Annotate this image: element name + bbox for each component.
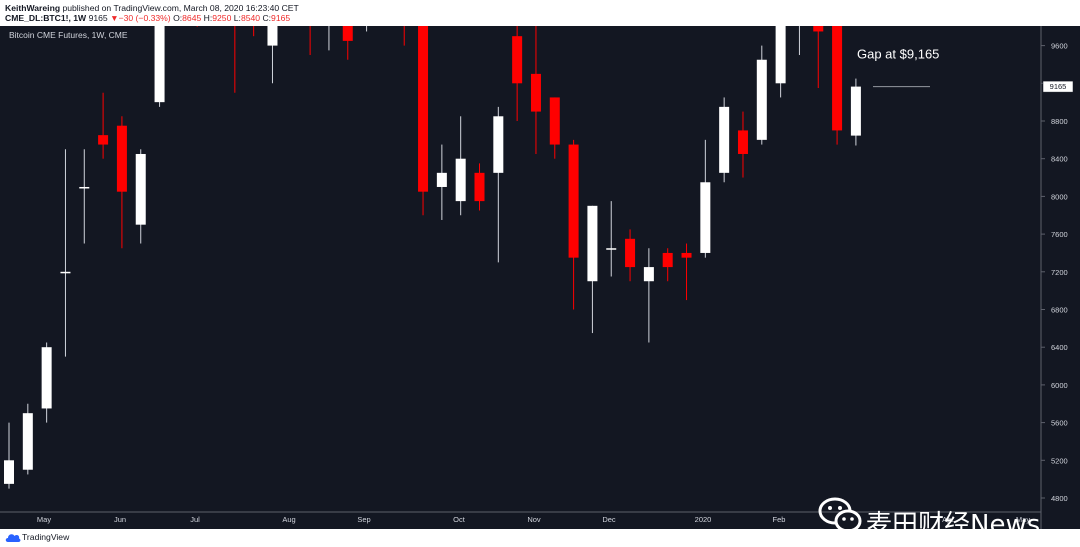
last-price-tag: 9165 bbox=[1042, 80, 1074, 93]
candle-up[interactable] bbox=[850, 86, 861, 136]
publish-line: KeithWareing published on TradingView.co… bbox=[5, 3, 299, 13]
chart-header: KeithWareing published on TradingView.co… bbox=[0, 0, 1080, 26]
symbol-line: CME_DL:BTC1!, 1W 9165 ▼−30 (−0.33%) O:86… bbox=[5, 13, 290, 23]
chart-footer: TradingView bbox=[0, 529, 1080, 547]
time-tick-label: Feb bbox=[773, 515, 786, 524]
price-tick-label: 9600 bbox=[1051, 42, 1068, 51]
low-label: L: bbox=[233, 13, 241, 23]
candle-up[interactable] bbox=[493, 116, 504, 173]
candle-up[interactable] bbox=[79, 186, 90, 189]
open-value: 8645 bbox=[182, 13, 202, 23]
candle-down[interactable] bbox=[737, 130, 748, 154]
chart-title: Bitcoin CME Futures, 1W, CME bbox=[9, 30, 128, 40]
price-tick-label: 5200 bbox=[1051, 456, 1068, 465]
gap-annotation: Gap at $9,165 bbox=[857, 47, 939, 62]
candle-up[interactable] bbox=[606, 248, 617, 250]
candle-down[interactable] bbox=[342, 26, 353, 41]
last-price: 9165 bbox=[88, 13, 108, 23]
tradingview-brand[interactable]: TradingView bbox=[22, 532, 70, 542]
publish-info: published on TradingView.com, March 08, … bbox=[62, 3, 299, 13]
price-tick-label: 6000 bbox=[1051, 381, 1068, 390]
candle-up[interactable] bbox=[587, 205, 598, 282]
time-tick-label: Jun bbox=[114, 515, 126, 524]
time-tick-label: Jul bbox=[190, 515, 200, 524]
wechat-icon bbox=[818, 497, 862, 533]
candle-up[interactable] bbox=[719, 106, 730, 173]
candle-up[interactable] bbox=[4, 460, 14, 484]
high-value: 9250 bbox=[212, 13, 232, 23]
candle-down[interactable] bbox=[549, 97, 560, 145]
price-tick-label: 7600 bbox=[1051, 230, 1068, 239]
time-tick-label: Sep bbox=[357, 515, 370, 524]
candle-up[interactable] bbox=[775, 26, 786, 84]
candle-up[interactable] bbox=[455, 158, 466, 202]
time-tick-label: Apr bbox=[942, 515, 954, 524]
tradingview-cloud-icon[interactable] bbox=[5, 532, 21, 543]
time-tick-label: May bbox=[1016, 515, 1030, 524]
watermark: 麦田财经News bbox=[816, 488, 1066, 540]
chart-area[interactable]: Bitcoin CME Futures, 1W, CME 4800 5200 560… bbox=[0, 26, 1080, 540]
time-tick-label: Dec bbox=[602, 515, 616, 524]
high-label: H: bbox=[203, 13, 213, 23]
time-tick-label: 2020 bbox=[695, 515, 712, 524]
candle-up[interactable] bbox=[22, 413, 33, 470]
price-tick-label: 4800 bbox=[1051, 494, 1068, 503]
open-label: O: bbox=[173, 13, 183, 23]
candles-group bbox=[4, 26, 861, 489]
down-arrow-icon: ▼ bbox=[110, 13, 119, 23]
time-tick-label: Nov bbox=[527, 515, 541, 524]
candle-down[interactable] bbox=[474, 172, 485, 202]
candle-down[interactable] bbox=[813, 26, 824, 32]
candle-down[interactable] bbox=[662, 252, 673, 268]
candle-up[interactable] bbox=[643, 267, 654, 282]
low-value: 8540 bbox=[240, 13, 261, 23]
time-tick-label: May bbox=[37, 515, 51, 524]
candle-up[interactable] bbox=[700, 182, 711, 253]
candle-up[interactable] bbox=[267, 26, 278, 46]
candle-up[interactable] bbox=[41, 347, 52, 409]
author-name[interactable]: KeithWareing bbox=[5, 3, 61, 13]
price-tick-label: 7200 bbox=[1051, 268, 1068, 277]
candle-up[interactable] bbox=[60, 271, 71, 274]
candle-down[interactable] bbox=[530, 73, 541, 112]
candle-down[interactable] bbox=[98, 135, 109, 145]
price-tick-label: 8000 bbox=[1051, 192, 1068, 201]
candle-up[interactable] bbox=[436, 172, 447, 187]
price-tick-label: 5600 bbox=[1051, 419, 1068, 428]
candle-up[interactable] bbox=[154, 26, 165, 103]
candle-up[interactable] bbox=[135, 153, 146, 225]
symbol-name: CME_DL:BTC1!, 1W bbox=[5, 13, 87, 23]
candle-up[interactable] bbox=[756, 59, 767, 140]
candle-down[interactable] bbox=[512, 36, 523, 84]
time-tick-label: Oct bbox=[453, 515, 466, 524]
last-price-label: 9165 bbox=[1050, 82, 1067, 91]
candle-down[interactable] bbox=[681, 252, 692, 258]
price-tick-label: 8800 bbox=[1051, 117, 1068, 126]
candle-down[interactable] bbox=[116, 125, 127, 192]
price-tick-label: 8400 bbox=[1051, 155, 1068, 164]
price-tick-label: 6800 bbox=[1051, 306, 1068, 315]
candlestick-chart[interactable]: Bitcoin CME Futures, 1W, CME 4800 5200 560… bbox=[0, 26, 1080, 529]
close-label: C: bbox=[262, 13, 272, 23]
price-change: −30 (−0.33%) bbox=[118, 13, 171, 23]
time-tick-label: Aug bbox=[282, 515, 295, 524]
candle-down[interactable] bbox=[568, 144, 579, 258]
close-value: 9165 bbox=[271, 13, 291, 23]
candle-down[interactable] bbox=[832, 26, 843, 131]
price-tick-label: 6400 bbox=[1051, 343, 1068, 352]
candle-down[interactable] bbox=[418, 26, 429, 192]
candle-down[interactable] bbox=[625, 238, 636, 268]
